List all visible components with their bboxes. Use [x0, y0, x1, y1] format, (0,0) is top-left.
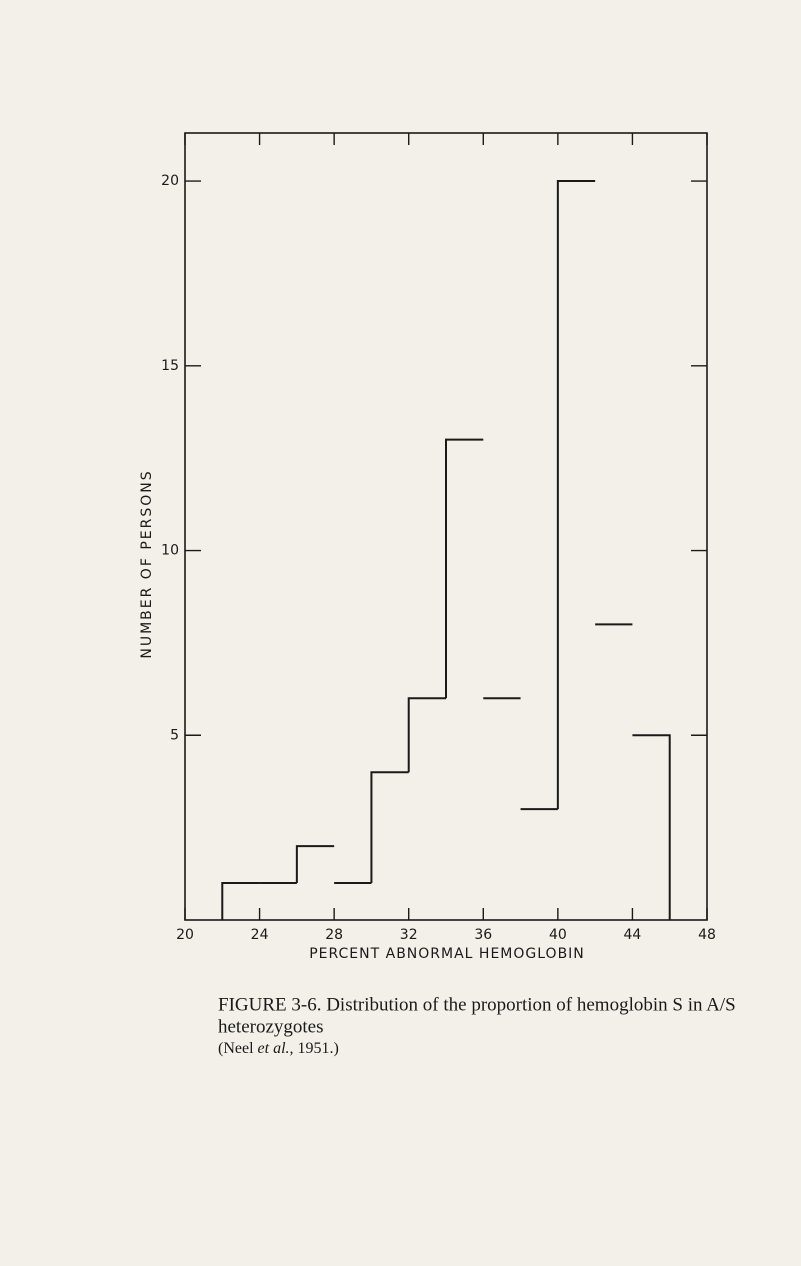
histogram-bar — [556, 180, 596, 810]
y-tick-label: 15 — [161, 358, 179, 374]
citation: (Neel et al., 1951.) — [218, 1040, 339, 1057]
x-tick-label: 24 — [251, 927, 269, 943]
citation-part: , 1951.) — [290, 1040, 339, 1057]
x-tick-label: 20 — [176, 927, 194, 943]
y-tick-label: 20 — [161, 173, 179, 189]
histogram-bar — [370, 771, 409, 884]
x-tick-label: 48 — [698, 927, 716, 943]
x-tick-label: 32 — [400, 927, 418, 943]
x-axis-label: PERCENT ABNORMAL HEMOGLOBIN — [309, 946, 585, 962]
y-tick-label: 10 — [161, 543, 179, 559]
x-tick-label: 40 — [549, 927, 567, 943]
citation-part: et al. — [258, 1040, 290, 1057]
y-axis-label: NUMBER OF PERSONS — [139, 469, 155, 658]
x-tick-label: 28 — [325, 927, 343, 943]
y-tick-label: 5 — [170, 727, 179, 743]
plot-frame — [184, 132, 708, 921]
histogram-bar — [295, 845, 335, 884]
caption-line: heterozygotes — [218, 1016, 324, 1037]
histogram-bar — [632, 734, 671, 920]
histogram-bar — [407, 697, 446, 773]
caption-line: FIGURE 3-6. Distribution of the proporti… — [218, 994, 736, 1015]
histogram-bar — [221, 882, 260, 920]
histogram-bar — [445, 438, 484, 699]
citation-part: (Neel — [218, 1040, 258, 1057]
x-tick-label: 36 — [474, 927, 492, 943]
x-tick-label: 44 — [624, 927, 642, 943]
